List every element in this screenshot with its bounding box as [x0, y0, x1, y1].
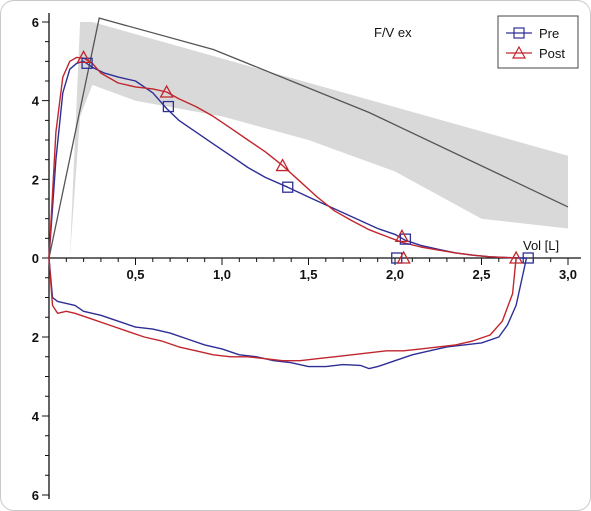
marker-layer [76, 50, 534, 264]
pre-marker [282, 181, 294, 193]
y-tick-label: 0 [32, 251, 39, 266]
x-tick-label: 2,0 [386, 267, 404, 282]
x-tick-label: 0,5 [126, 267, 144, 282]
legend: Pre Post [497, 15, 579, 69]
pre-marker [399, 233, 412, 245]
series-line-pre [48, 60, 528, 370]
y-tick-label: 6 [32, 15, 39, 30]
y-tick-label: 2 [32, 172, 39, 187]
y-tick-label: 2 [32, 330, 39, 345]
axes-layer: 0,5 1,0 1,5 2,0 2,5 3,0 6 4 2 0 2 4 6 [32, 13, 581, 503]
predicted-line [48, 17, 569, 259]
x-axis-label: Vol [L] [523, 238, 559, 253]
x-tick-label: 2,5 [472, 267, 490, 282]
pre-marker [162, 100, 175, 113]
legend-post-marker [511, 45, 527, 59]
series-line-post [48, 56, 517, 362]
post-marker [159, 84, 174, 98]
x-tick-label: 3,0 [559, 267, 577, 282]
pre-marker [522, 252, 534, 264]
predicted-band [69, 22, 569, 258]
post-marker [396, 250, 411, 264]
predicted-band-layer [69, 22, 569, 258]
x-tick-label: 1,0 [213, 267, 231, 282]
legend-post-label: Post [539, 46, 565, 61]
y-tick-label: 4 [32, 94, 40, 109]
chart-title: F/V ex [374, 25, 412, 40]
post-marker [76, 50, 91, 64]
post-marker [509, 250, 524, 264]
legend-pre-marker [513, 27, 525, 39]
series-layer [48, 56, 528, 370]
post-marker [275, 158, 290, 172]
x-tick-label: 1,5 [299, 267, 317, 282]
predicted-line-layer [48, 17, 569, 259]
pre-marker [391, 252, 403, 264]
post-marker [394, 229, 410, 243]
y-tick-label: 6 [32, 488, 39, 503]
y-tick-label: 4 [32, 409, 40, 424]
legend-pre-label: Pre [539, 26, 559, 41]
legend-box [497, 15, 579, 69]
